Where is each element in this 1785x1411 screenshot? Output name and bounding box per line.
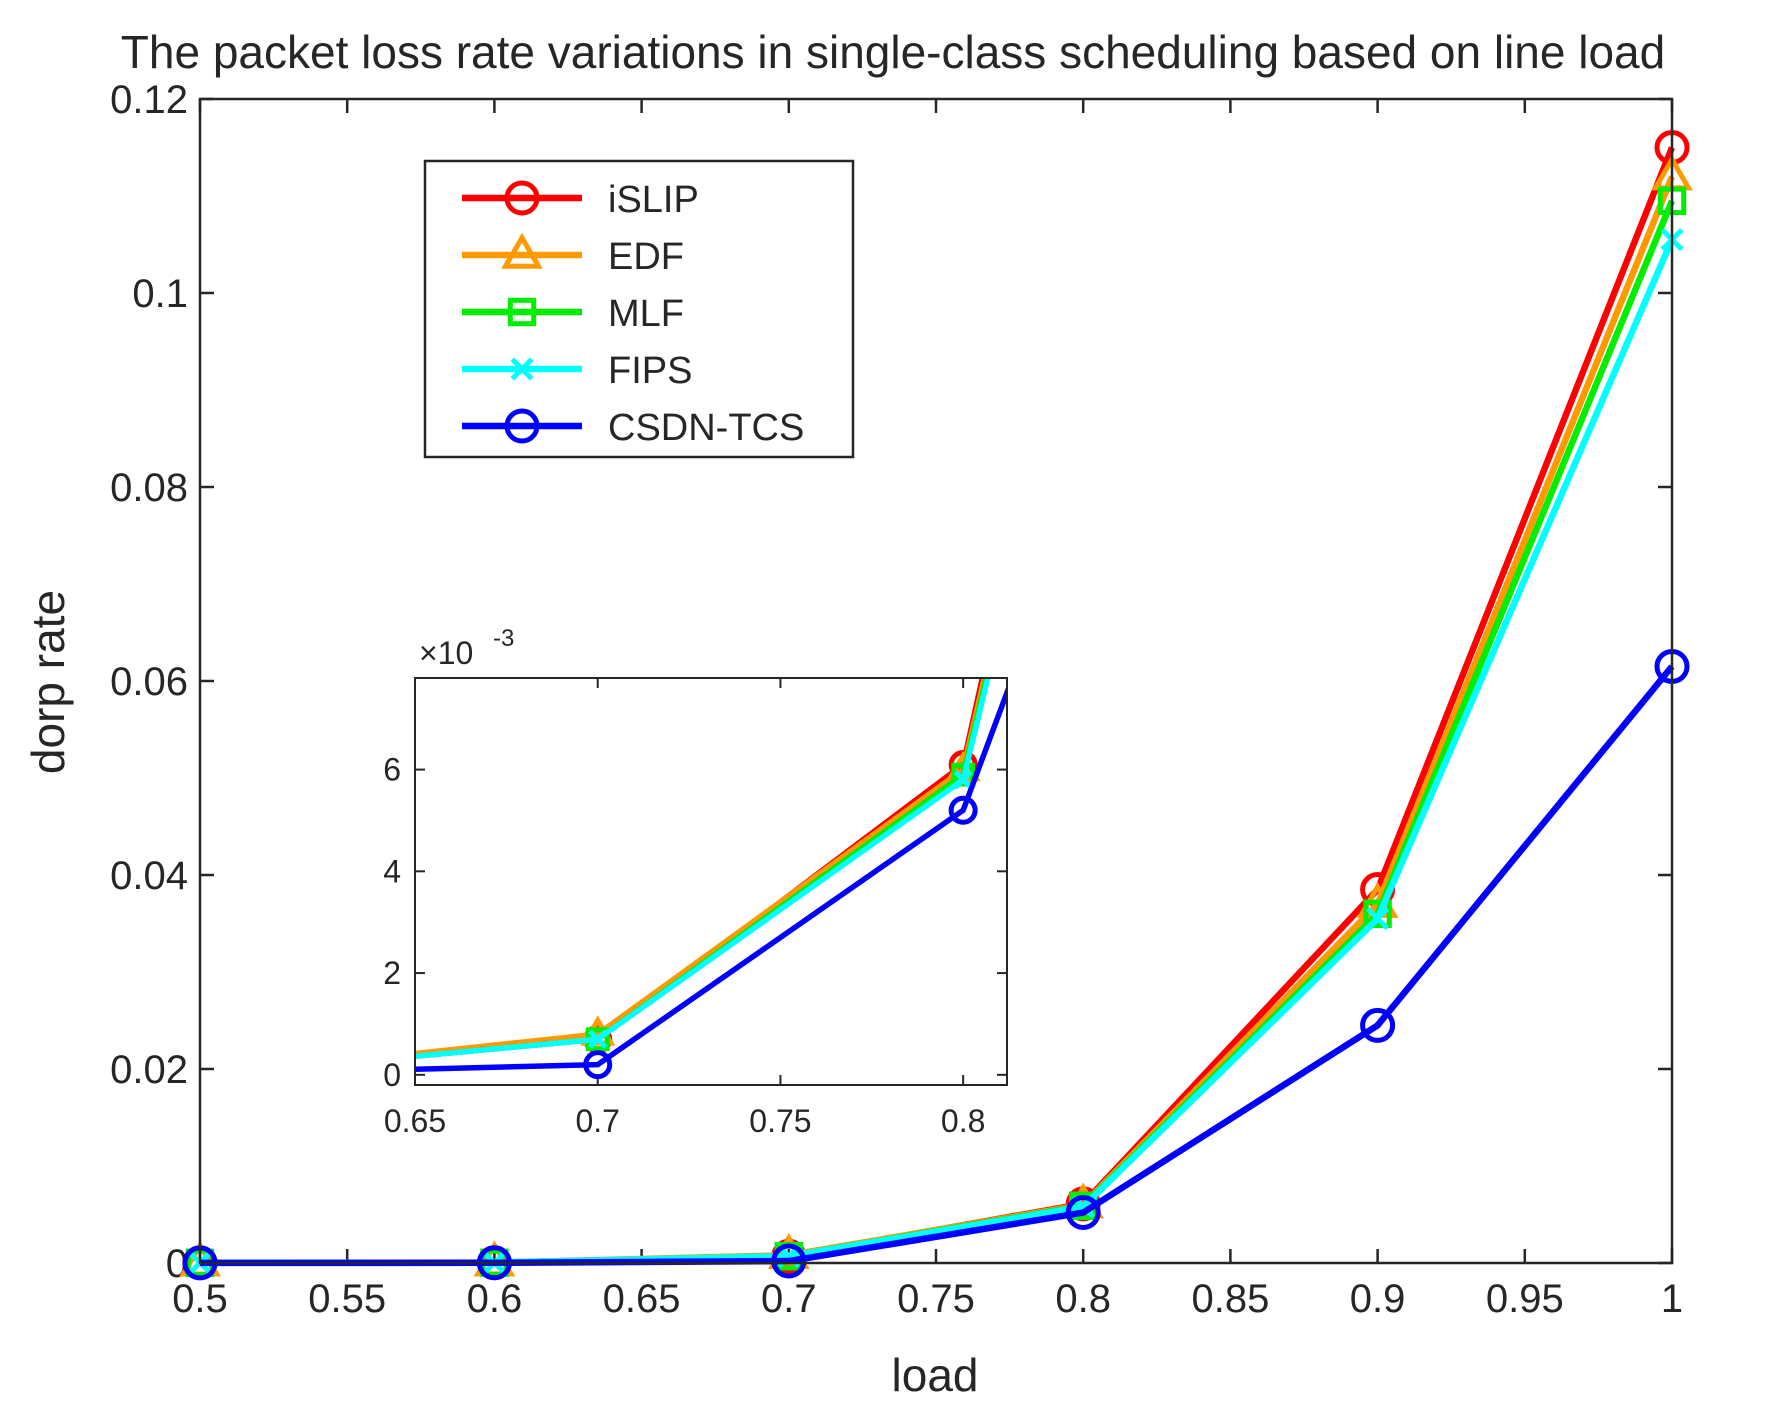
- inset-y-tick-label: 6: [383, 752, 401, 788]
- inset-x-tick-label: 0.65: [384, 1103, 446, 1139]
- inset-data-point: [588, 1029, 608, 1049]
- legend-item-edf: EDF: [462, 232, 684, 278]
- legend-marker: [504, 180, 540, 216]
- legend: iSLIP EDF MLF FIPS CSDN-TCS: [423, 159, 855, 459]
- x-tick-label: 0.8: [1055, 1277, 1111, 1321]
- inset-x-tick-label: 0.8: [941, 1103, 985, 1139]
- x-tick-label: 0.65: [603, 1277, 681, 1321]
- y-tick-label: 0.08: [110, 466, 188, 510]
- y-tick-label: 0.04: [110, 854, 188, 898]
- x-tick-label: 1: [1661, 1277, 1683, 1321]
- data-point: [1366, 907, 1390, 931]
- legend-marker: [501, 232, 543, 269]
- inset-y-tick-label: 4: [383, 853, 401, 889]
- inset-box: [414, 677, 1008, 1086]
- inset-exponent: -3: [493, 625, 514, 652]
- y-tick-label: 0.12: [110, 78, 188, 122]
- x-tick-label: 0.7: [761, 1277, 817, 1321]
- x-tick-label: 0.6: [467, 1277, 523, 1321]
- legend-label: EDF: [608, 236, 684, 278]
- inset-y-tick-label: 0: [383, 1057, 401, 1093]
- y-tick-label: 0.02: [110, 1048, 188, 1092]
- inset-series-fips: [415, 678, 991, 1060]
- legend-label: MLF: [608, 293, 684, 335]
- inset-exponent-label: ×10: [419, 635, 473, 671]
- x-tick-label: 0.75: [897, 1277, 975, 1321]
- data-point: [1360, 1007, 1396, 1043]
- legend-marker: [504, 408, 540, 444]
- x-tick-label: 0.85: [1191, 1277, 1269, 1321]
- y-tick-label: 0.06: [110, 660, 188, 704]
- x-tick-label: 0.5: [172, 1277, 228, 1321]
- legend-label: FIPS: [608, 350, 692, 392]
- legend-marker: [507, 297, 537, 327]
- inset-plot: 0.65 0.7 0.75 0.8 0 2 4 6 ×10 -3: [383, 625, 1008, 1139]
- inset-data-point: [951, 762, 976, 787]
- inset-series-group: [415, 678, 1007, 1080]
- chart-title: The packet loss rate variations in singl…: [121, 26, 1665, 78]
- axes-box: [198, 97, 1674, 1265]
- data-point: [1065, 1195, 1101, 1231]
- x-tick-label: 0.55: [308, 1277, 386, 1321]
- legend-label: iSLIP: [608, 179, 699, 221]
- x-axis-label: load: [892, 1349, 979, 1401]
- legend-item-islip: iSLIP: [462, 179, 699, 221]
- inset-y-tick-label: 2: [383, 955, 401, 991]
- legend-item-csdn-tcs: CSDN-TCS: [462, 407, 804, 449]
- legend-label: CSDN-TCS: [608, 407, 804, 449]
- inset-data-point: [953, 770, 973, 790]
- data-point: [1363, 899, 1392, 928]
- inset-series-line: [415, 678, 988, 1057]
- y-tick-label: 0.1: [132, 272, 188, 316]
- inset-series-csdn-tcs: [415, 684, 1007, 1080]
- data-point: [771, 1243, 807, 1279]
- inset-data-point: [583, 1050, 613, 1080]
- inset-x-tick-label: 0.75: [749, 1103, 811, 1139]
- inset-series-line: [415, 684, 1007, 1072]
- x-tick-label: 0.95: [1486, 1277, 1564, 1321]
- inset-area: [415, 678, 1007, 1085]
- y-axis-label: dorp rate: [22, 590, 74, 774]
- x-tick-label: 0.9: [1350, 1277, 1406, 1321]
- inset-x-tick-label: 0.7: [575, 1103, 619, 1139]
- legend-marker: [510, 357, 534, 381]
- legend-item-mlf: MLF: [462, 293, 684, 335]
- legend-item-fips: FIPS: [462, 350, 692, 392]
- inset-series-line: [415, 678, 991, 1060]
- inset-data-point: [948, 795, 978, 825]
